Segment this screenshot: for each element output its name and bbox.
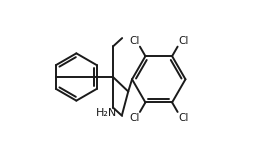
Text: H₂N: H₂N	[96, 108, 118, 118]
Text: Cl: Cl	[129, 113, 139, 123]
Text: Cl: Cl	[178, 113, 189, 123]
Text: Cl: Cl	[178, 36, 189, 46]
Text: Cl: Cl	[129, 36, 139, 46]
